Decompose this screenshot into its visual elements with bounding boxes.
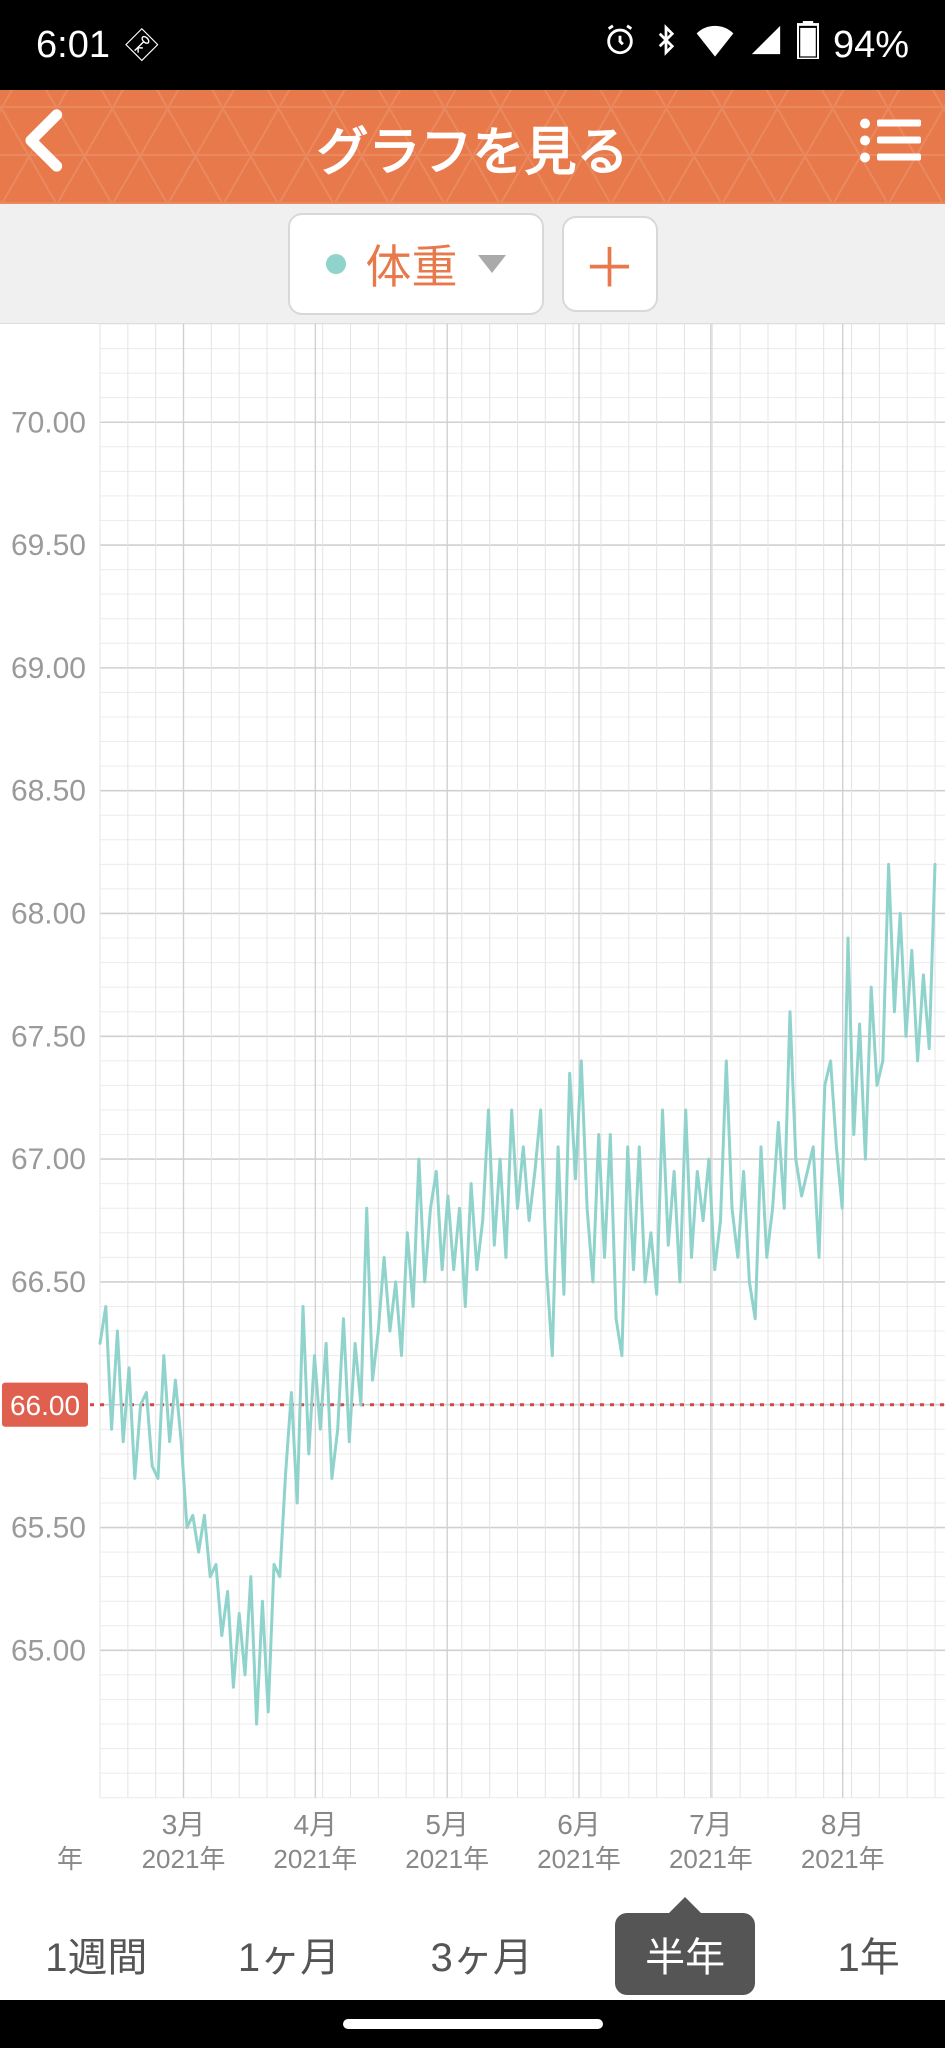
metric-select[interactable]: 体重 (288, 213, 544, 315)
alarm-icon (603, 23, 637, 67)
status-bar: 6:01 ⚿ 94% (0, 0, 945, 90)
cell-signal-icon (749, 23, 783, 67)
svg-text:2021年: 2021年 (273, 1844, 357, 1874)
svg-text:2021年: 2021年 (669, 1844, 753, 1874)
nav-pill[interactable] (343, 2019, 603, 2029)
svg-text:66.50: 66.50 (11, 1266, 86, 1299)
svg-text:66.00: 66.00 (10, 1390, 80, 1421)
svg-text:2021年: 2021年 (405, 1844, 489, 1874)
battery-percent: 94% (833, 24, 909, 67)
svg-text:70.00: 70.00 (11, 406, 86, 439)
svg-text:6月: 6月 (557, 1809, 601, 1840)
svg-text:3月: 3月 (162, 1809, 206, 1840)
metric-selector-row: 体重 ＋ (0, 204, 945, 324)
svg-text:2021年: 2021年 (537, 1844, 621, 1874)
page-title: グラフを見る (316, 110, 628, 185)
list-menu-button[interactable] (857, 116, 921, 179)
period-tab-1[interactable]: 1ヶ月 (230, 1915, 348, 1993)
svg-text:67.50: 67.50 (11, 1020, 86, 1053)
svg-text:65.50: 65.50 (11, 1512, 86, 1545)
period-tabs: 1週間 1ヶ月 3ヶ月半年 1年 (0, 1908, 945, 2000)
add-metric-button[interactable]: ＋ (562, 216, 658, 312)
weight-chart[interactable]: 70.00 69.50 69.00 68.50 68.00 67.50 67.00 66.50… (0, 324, 945, 1908)
svg-text:67.00: 67.00 (11, 1143, 86, 1176)
back-button[interactable] (20, 108, 64, 187)
svg-text:2021年: 2021年 (801, 1844, 885, 1874)
svg-text:4月: 4月 (294, 1809, 338, 1840)
svg-text:68.00: 68.00 (11, 897, 86, 930)
battery-icon (797, 21, 819, 69)
android-nav-bar (0, 2000, 945, 2048)
svg-text:5月: 5月 (425, 1809, 469, 1840)
metric-label: 体重 (366, 231, 458, 297)
svg-text:年: 年 (57, 1844, 83, 1874)
metric-dot-icon (326, 254, 346, 274)
bluetooth-icon (651, 23, 681, 67)
svg-text:69.50: 69.50 (11, 529, 86, 562)
wifi-icon (695, 23, 735, 67)
svg-text:69.00: 69.00 (11, 652, 86, 685)
status-time: 6:01 (36, 24, 110, 67)
chart-canvas: 70.00 69.50 69.00 68.50 68.00 67.50 67.00 66.50… (0, 324, 945, 1908)
vpn-key-icon: ⚿ (118, 22, 164, 68)
svg-text:8月: 8月 (821, 1809, 865, 1840)
period-tab-4[interactable]: 1年 (830, 1915, 908, 1993)
chevron-down-icon (478, 255, 506, 273)
svg-text:68.50: 68.50 (11, 775, 86, 808)
svg-text:2021年: 2021年 (142, 1844, 226, 1874)
period-tab-0[interactable]: 1週間 (37, 1915, 155, 1993)
title-bar: グラフを見る (0, 90, 945, 204)
svg-text:65.00: 65.00 (11, 1634, 86, 1667)
period-tab-2[interactable]: 3ヶ月 (422, 1915, 540, 1993)
svg-text:7月: 7月 (689, 1809, 733, 1840)
period-tab-3[interactable]: 半年 (615, 1913, 755, 1995)
